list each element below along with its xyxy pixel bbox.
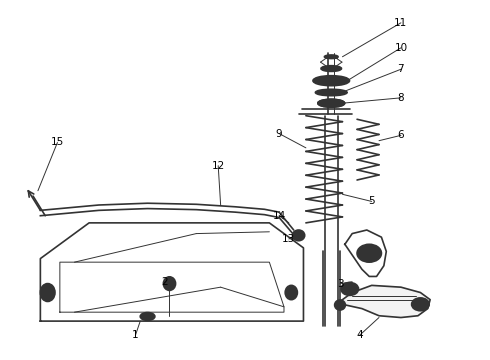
Ellipse shape: [321, 66, 342, 71]
Text: 8: 8: [397, 93, 404, 103]
Polygon shape: [338, 285, 430, 318]
Text: 15: 15: [51, 138, 64, 148]
Text: 12: 12: [212, 161, 225, 171]
Ellipse shape: [316, 89, 347, 96]
Text: 1: 1: [132, 330, 139, 341]
Ellipse shape: [163, 277, 175, 291]
Ellipse shape: [318, 99, 344, 107]
Ellipse shape: [40, 284, 55, 301]
Text: 11: 11: [394, 18, 408, 28]
Text: 4: 4: [356, 330, 363, 341]
Ellipse shape: [313, 76, 349, 86]
Ellipse shape: [140, 312, 155, 320]
Ellipse shape: [285, 285, 297, 300]
Circle shape: [412, 298, 429, 311]
Text: 9: 9: [276, 129, 282, 139]
Text: 2: 2: [161, 277, 168, 287]
Text: 7: 7: [397, 64, 404, 74]
Text: 3: 3: [337, 279, 343, 289]
Circle shape: [357, 244, 381, 262]
Text: 6: 6: [397, 130, 404, 140]
Text: 13: 13: [282, 234, 295, 244]
Text: 5: 5: [368, 197, 375, 206]
Ellipse shape: [293, 230, 305, 241]
Ellipse shape: [324, 55, 338, 59]
Circle shape: [341, 283, 359, 296]
Ellipse shape: [335, 300, 345, 310]
Text: 14: 14: [272, 211, 286, 221]
Text: 10: 10: [394, 43, 408, 53]
